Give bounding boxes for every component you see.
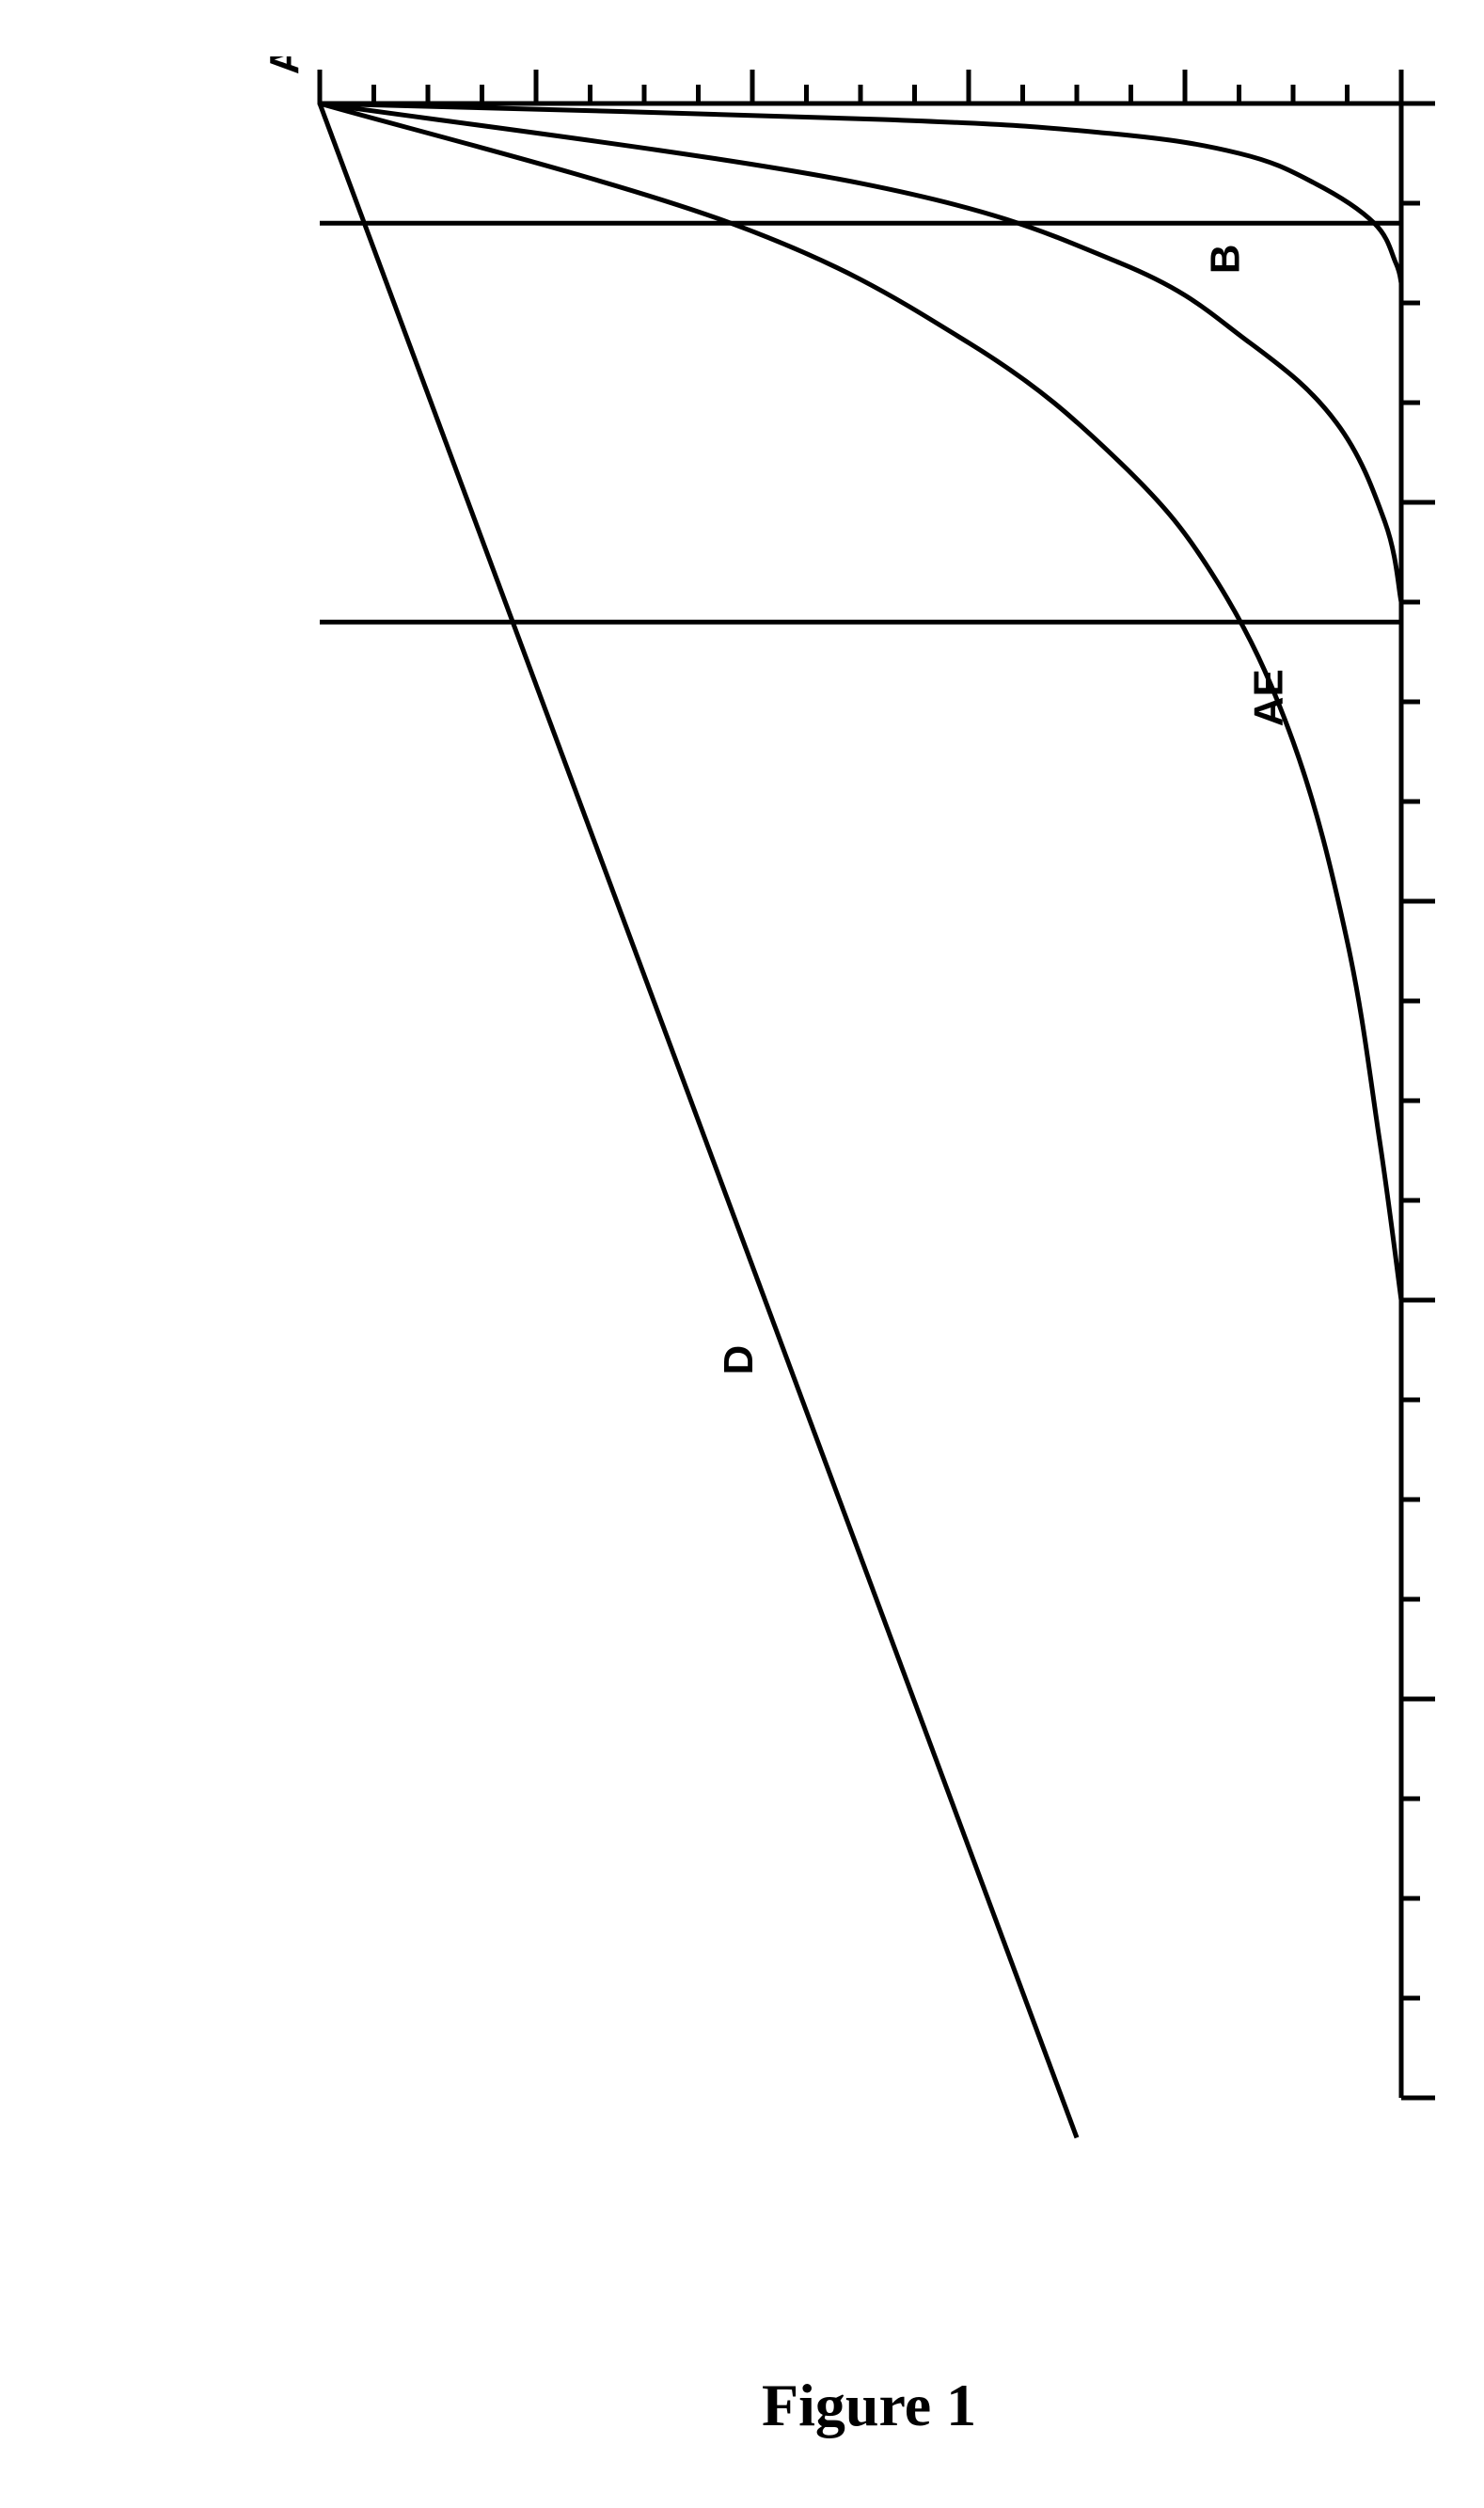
curve-label-D: D (716, 1345, 762, 1375)
chart-svg: 02040608010002004006008001000RELATIVE IN… (47, 56, 1437, 2314)
curve-label-B: B (1203, 244, 1249, 274)
curve-label-C: C (1429, 464, 1437, 494)
page: 02040608010002004006008001000RELATIVE IN… (0, 0, 1484, 2508)
curve-C (320, 103, 1401, 1300)
curve-B (320, 103, 1401, 602)
figure-1-chart: 02040608010002004006008001000RELATIVE IN… (47, 56, 1437, 2314)
curve-label-AE: AE (1246, 669, 1292, 726)
curve-label-A: A (261, 56, 308, 74)
figure-caption: Figure 1 (762, 2371, 976, 2440)
curve-D (320, 103, 1077, 2137)
